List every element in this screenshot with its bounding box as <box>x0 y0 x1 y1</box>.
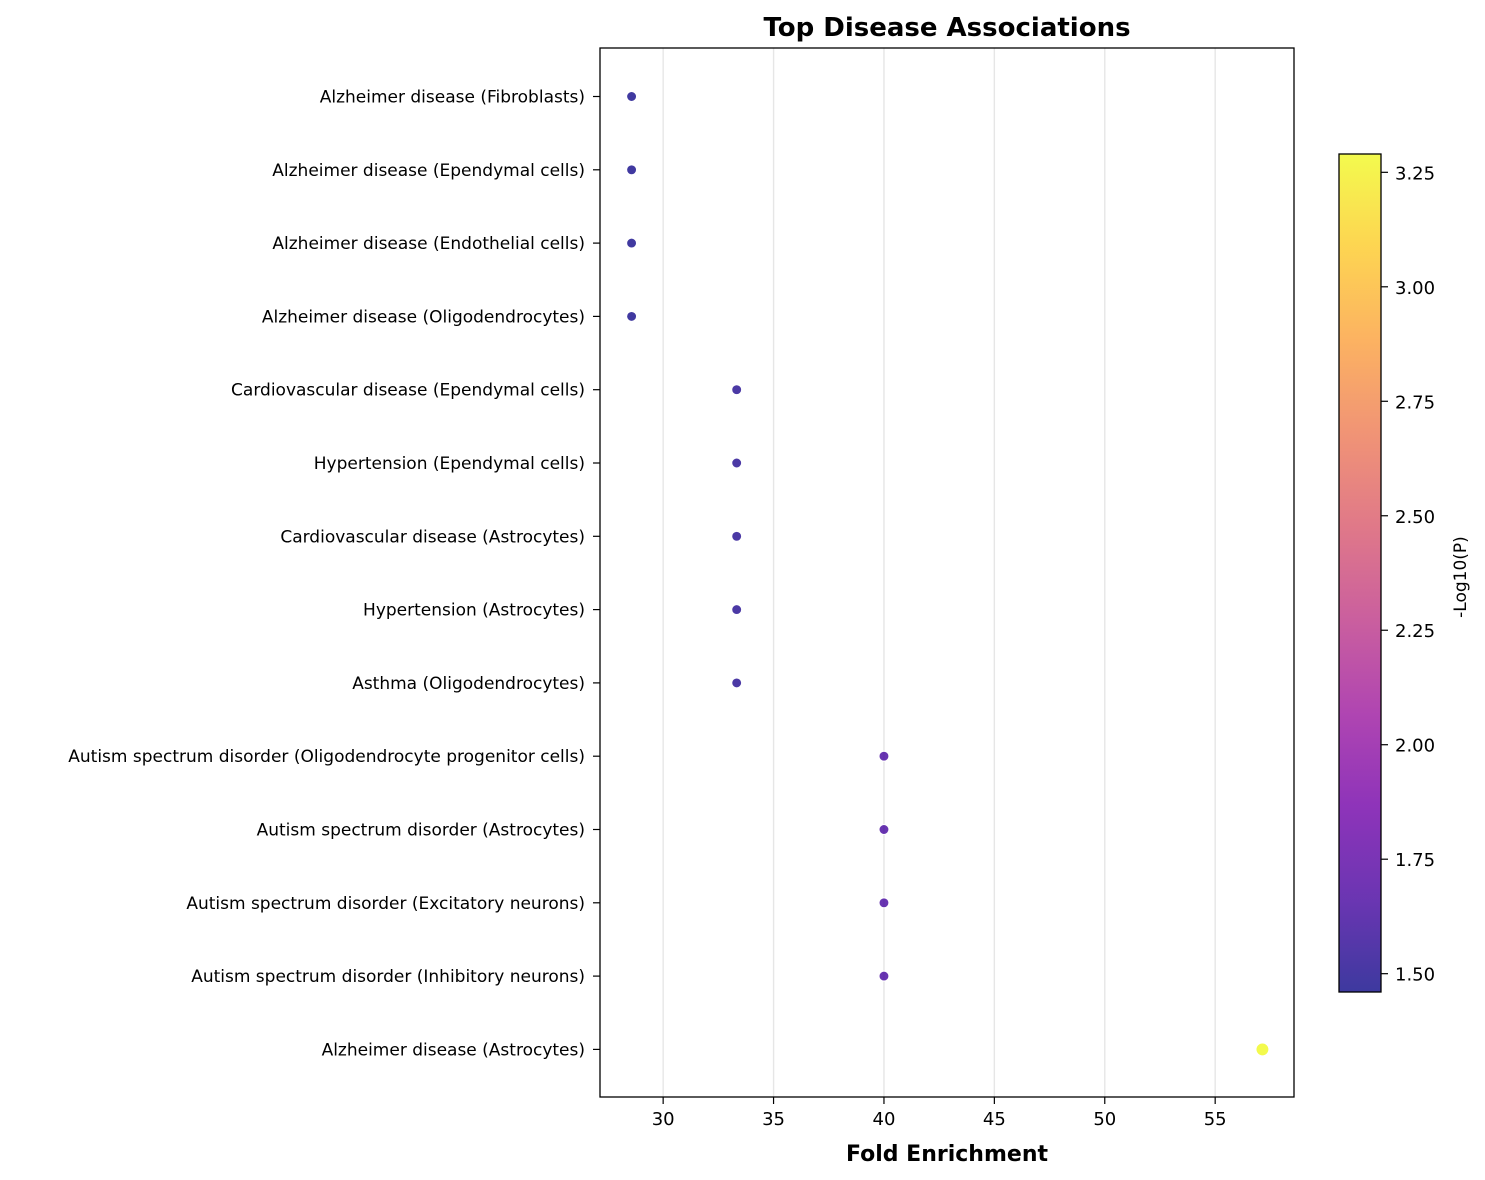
colorbar-gradient <box>1338 153 1382 993</box>
y-category-label: Autism spectrum disorder (Oligodendrocyt… <box>68 747 585 767</box>
colorbar-ticks: 1.50 1.75 2.00 2.25 2.50 2.75 3.00 3.25 <box>1381 163 1435 986</box>
data-point <box>731 384 743 396</box>
x-tick-label: 40 <box>873 1109 896 1130</box>
x-tick-label: 35 <box>762 1109 785 1130</box>
colorbar-label: -Log10(P) <box>1451 536 1471 618</box>
colorbar-tick-label: 2.00 <box>1395 736 1435 757</box>
colorbar: 1.50 1.75 2.00 2.25 2.50 2.75 3.00 3.25 -Log10(… <box>1338 153 1471 993</box>
y-category-label: Alzheimer disease (Astrocytes) <box>322 1040 585 1060</box>
data-point <box>626 90 638 103</box>
y-category-label: Asthma (Oligodendrocytes) <box>352 674 585 694</box>
y-category-label: Cardiovascular disease (Ependymal cells) <box>231 381 585 401</box>
colorbar-tick-label: 3.25 <box>1395 163 1435 184</box>
y-category-label: Alzheimer disease (Endothelial cells) <box>272 234 585 254</box>
y-category-label: Alzheimer disease (Oligodendrocytes) <box>262 307 585 327</box>
colorbar-tick-label: 1.50 <box>1395 965 1435 986</box>
chart-title: Top Disease Associations <box>763 13 1130 43</box>
data-point <box>626 164 638 176</box>
y-category-label: Autism spectrum disorder (Excitatory neu… <box>186 894 585 914</box>
x-tick-label: 30 <box>652 1109 675 1130</box>
data-point <box>731 530 743 542</box>
y-category-label: Hypertension (Ependymal cells) <box>314 454 585 474</box>
data-points <box>626 90 1270 1057</box>
colorbar-tick-label: 1.75 <box>1395 850 1435 871</box>
y-category-label: Hypertension (Astrocytes) <box>363 601 585 621</box>
data-point <box>731 457 743 469</box>
data-point <box>878 750 890 762</box>
y-category-label: Alzheimer disease (Fibroblasts) <box>320 88 585 108</box>
plot-area-frame <box>599 47 1295 1098</box>
x-axis-label: Fold Enrichment <box>846 1142 1048 1167</box>
y-category-label: Autism spectrum disorder (Astrocytes) <box>257 821 585 841</box>
y-category-label: Cardiovascular disease (Astrocytes) <box>280 527 585 547</box>
colorbar-tick-label: 2.25 <box>1395 621 1435 642</box>
data-point <box>626 310 638 322</box>
x-tick-label: 55 <box>1204 1109 1227 1130</box>
y-axis-ticks: Alzheimer disease (Fibroblasts) Alzheimer… <box>68 88 600 1060</box>
data-point <box>878 897 890 909</box>
data-point <box>878 823 890 836</box>
colorbar-tick-label: 2.75 <box>1395 392 1435 413</box>
data-point <box>731 604 743 616</box>
data-point <box>878 970 890 982</box>
data-point <box>626 237 638 249</box>
data-point <box>1255 1042 1270 1057</box>
grid-lines <box>662 48 1216 1097</box>
colorbar-tick-label: 3.00 <box>1395 278 1435 299</box>
x-tick-label: 50 <box>1093 1109 1116 1130</box>
y-category-label: Autism spectrum disorder (Inhibitory neu… <box>191 967 585 987</box>
x-tick-label: 45 <box>983 1109 1006 1130</box>
colorbar-tick-label: 2.50 <box>1395 507 1435 528</box>
y-category-label: Alzheimer disease (Ependymal cells) <box>272 161 585 181</box>
x-axis-ticks: 30 35 40 45 50 55 <box>652 1097 1227 1130</box>
data-point <box>731 677 743 689</box>
